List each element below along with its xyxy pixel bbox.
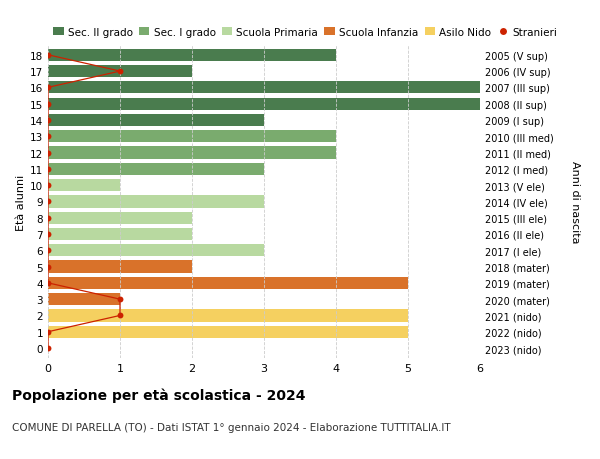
- Point: [43, 52, 53, 59]
- Bar: [48, 179, 120, 192]
- Bar: [48, 50, 336, 62]
- Point: [43, 101, 53, 108]
- Point: [115, 312, 125, 319]
- Bar: [48, 66, 192, 78]
- Y-axis label: Anni di nascita: Anni di nascita: [570, 161, 580, 243]
- Point: [43, 150, 53, 157]
- Bar: [48, 261, 192, 273]
- Point: [43, 166, 53, 173]
- Bar: [48, 326, 408, 338]
- Bar: [48, 147, 336, 159]
- Point: [43, 117, 53, 124]
- Point: [43, 247, 53, 254]
- Bar: [48, 245, 264, 257]
- Bar: [48, 163, 264, 175]
- Point: [43, 133, 53, 140]
- Point: [43, 182, 53, 190]
- Bar: [48, 82, 480, 94]
- Point: [115, 68, 125, 76]
- Point: [43, 263, 53, 271]
- Bar: [48, 196, 264, 208]
- Legend: Sec. II grado, Sec. I grado, Scuola Primaria, Scuola Infanzia, Asilo Nido, Stran: Sec. II grado, Sec. I grado, Scuola Prim…: [53, 28, 557, 38]
- Point: [43, 345, 53, 352]
- Point: [43, 84, 53, 92]
- Bar: [48, 310, 408, 322]
- Bar: [48, 277, 408, 289]
- Point: [43, 231, 53, 238]
- Text: Popolazione per età scolastica - 2024: Popolazione per età scolastica - 2024: [12, 388, 305, 403]
- Point: [43, 214, 53, 222]
- Point: [43, 280, 53, 287]
- Point: [43, 198, 53, 206]
- Bar: [48, 115, 264, 127]
- Y-axis label: Età alunni: Età alunni: [16, 174, 26, 230]
- Bar: [48, 131, 336, 143]
- Bar: [48, 293, 120, 306]
- Bar: [48, 98, 480, 111]
- Point: [43, 328, 53, 336]
- Text: COMUNE DI PARELLA (TO) - Dati ISTAT 1° gennaio 2024 - Elaborazione TUTTITALIA.IT: COMUNE DI PARELLA (TO) - Dati ISTAT 1° g…: [12, 422, 451, 432]
- Bar: [48, 212, 192, 224]
- Bar: [48, 229, 192, 241]
- Point: [115, 296, 125, 303]
